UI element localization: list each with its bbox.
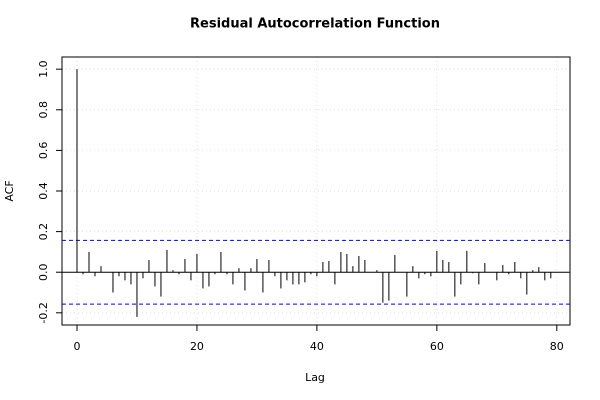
x-axis-label: Lag: [305, 371, 325, 384]
x-tick-label: 20: [190, 340, 204, 353]
y-tick-label: 0.4: [37, 182, 50, 200]
y-tick-label: 0.2: [37, 223, 50, 241]
x-tick-label: 0: [73, 340, 80, 353]
chart-title: Residual Autocorrelation Function: [190, 17, 440, 32]
y-tick-label: 0.6: [37, 142, 50, 160]
y-axis-label: ACF: [3, 180, 16, 201]
y-tick-label: -0.2: [37, 302, 50, 323]
x-tick-label: 40: [310, 340, 324, 353]
plot-frame: [61, 56, 571, 326]
y-tick-label: 0.8: [37, 101, 50, 119]
x-tick-label: 80: [550, 340, 564, 353]
x-tick-label: 60: [430, 340, 444, 353]
y-tick-label: 0.0: [37, 263, 50, 281]
y-tick-label: 1.0: [37, 60, 50, 78]
